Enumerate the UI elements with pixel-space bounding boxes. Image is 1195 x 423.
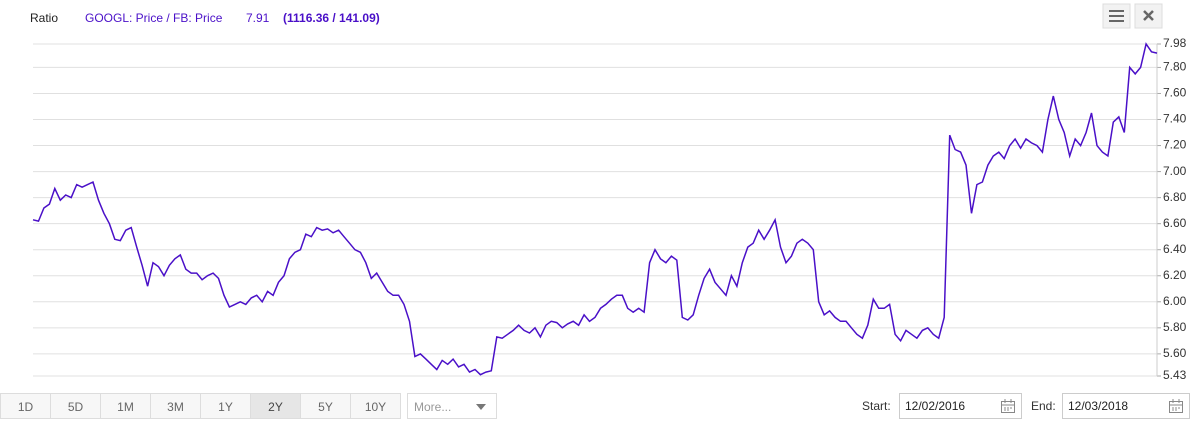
range-button[interactable]: 3M <box>150 393 201 419</box>
y-tick-label: 7.20 <box>1163 138 1187 152</box>
calendar-icon <box>1169 399 1183 413</box>
series-name: GOOGL: Price / FB: Price <box>85 11 223 25</box>
close-button[interactable] <box>1134 3 1163 29</box>
end-input[interactable]: 12/03/2018 <box>1062 393 1190 419</box>
y-tick-label: 6.20 <box>1163 268 1187 282</box>
series-line <box>32 42 1158 376</box>
calendar-icon <box>1001 399 1015 413</box>
more-text: More... <box>414 400 452 414</box>
y-tick-label: 5.80 <box>1163 320 1187 334</box>
start-input[interactable]: 12/02/2016 <box>899 393 1022 419</box>
last-note: (1116.36 / 141.09) <box>283 11 380 25</box>
range-button[interactable]: 1M <box>100 393 151 419</box>
range-button[interactable]: 10Y <box>350 393 401 419</box>
y-tick-label: 7.80 <box>1163 60 1187 74</box>
y-tick-label: 7.00 <box>1163 164 1187 178</box>
range-button[interactable]: 1D <box>0 393 51 419</box>
y-tick-label: 7.60 <box>1163 86 1187 100</box>
y-tick-label: 6.60 <box>1163 216 1187 230</box>
end-label: End: <box>1031 399 1056 413</box>
range-button[interactable]: 1Y <box>200 393 251 419</box>
range-button[interactable]: 5Y <box>300 393 351 419</box>
range-button[interactable]: 5D <box>50 393 101 419</box>
chart: Ratio GOOGL: Price / FB: Price 7.91 (111… <box>30 3 1187 382</box>
start-label: Start: <box>862 399 891 413</box>
y-tick-label: 5.43 <box>1163 368 1187 382</box>
menu-button[interactable] <box>1102 3 1131 29</box>
y-tick-label: 7.40 <box>1163 112 1187 126</box>
y-tick-label: 6.80 <box>1163 190 1187 204</box>
last-value: 7.91 <box>246 11 270 25</box>
start-date: 12/02/2016 <box>905 399 966 413</box>
more-dropdown[interactable]: More... <box>407 393 497 419</box>
dropdown-arrow <box>476 404 486 410</box>
range-button[interactable]: 2Y <box>250 393 301 419</box>
y-tick-label: 7.98 <box>1163 36 1187 50</box>
y-tick-label: 6.00 <box>1163 294 1187 308</box>
chart-label: Ratio <box>30 11 58 25</box>
y-tick-label: 5.60 <box>1163 346 1187 360</box>
end-date: 12/03/2018 <box>1068 399 1129 413</box>
y-tick-label: 6.40 <box>1163 242 1187 256</box>
